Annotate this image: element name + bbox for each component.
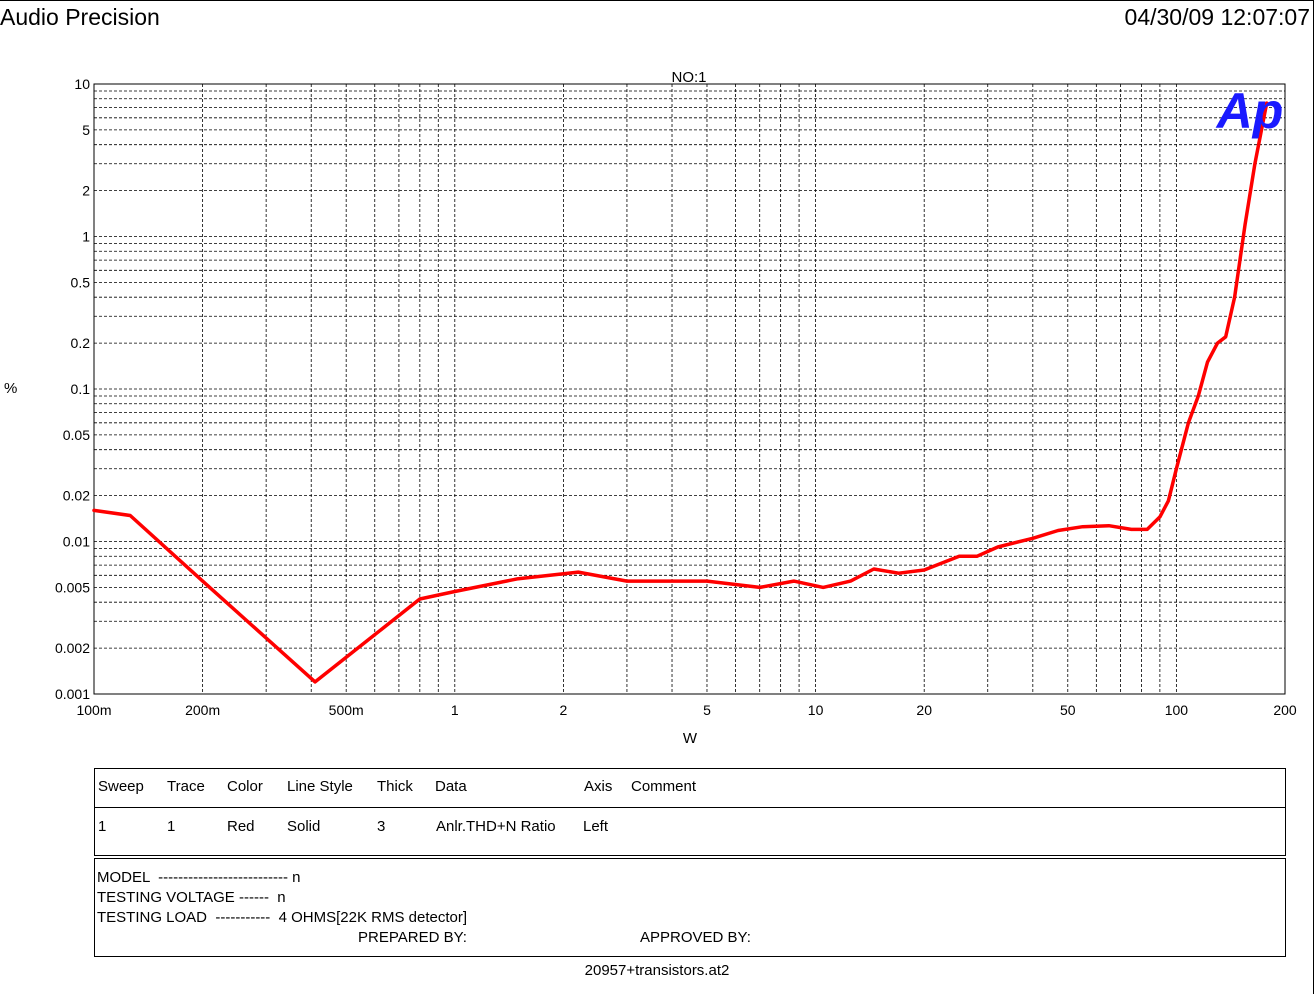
x-tick-label: 1: [451, 702, 459, 718]
legend-header-axis: Axis: [584, 778, 613, 795]
info-model: MODEL -------------------------- n: [97, 869, 301, 886]
legend-header-color: Color: [227, 778, 263, 795]
ap-logo-icon: Ap: [1215, 83, 1284, 139]
trace-legend-table: Sweep Trace Color Line Style Thick Data …: [94, 768, 1286, 856]
legend-axis: Left: [583, 818, 609, 835]
y-tick-label: 5: [82, 122, 90, 138]
legend-thick: 3: [377, 818, 386, 835]
info-testing-load: TESTING LOAD ----------- 4 OHMS[22K RMS …: [97, 909, 468, 926]
chart-grid: [94, 84, 1285, 694]
x-tick-labels: 100m 200m 500m 1 2 5 10 20 50 100 200: [76, 702, 1296, 718]
legend-header-thick: Thick: [377, 778, 413, 795]
y-tick-label: 0.1: [71, 381, 91, 397]
legend-header-comment: Comment: [631, 778, 697, 795]
legend-header-trace: Trace: [167, 778, 205, 795]
y-tick-label: 0.005: [55, 579, 90, 595]
info-testing-voltage: TESTING VOLTAGE ------ n: [97, 889, 286, 906]
x-tick-label: 100: [1165, 702, 1189, 718]
chart-title: NO:1: [671, 69, 706, 86]
y-tick-label: 0.2: [71, 335, 91, 351]
x-tick-label: 50: [1060, 702, 1076, 718]
x-axis-label: W: [683, 730, 698, 747]
legend-color: Red: [227, 818, 255, 835]
legend-sweep: 1: [98, 818, 107, 835]
legend-trace: 1: [167, 818, 176, 835]
x-tick-label: 20: [916, 702, 932, 718]
y-tick-label: 0.02: [63, 488, 90, 504]
y-tick-label: 0.002: [55, 640, 90, 656]
y-tick-label: 0.01: [63, 534, 90, 550]
y-axis-label: %: [4, 380, 17, 397]
y-tick-label: 0.5: [71, 274, 91, 290]
x-tick-label: 5: [703, 702, 711, 718]
x-tick-label: 100m: [76, 702, 111, 718]
y-tick-label: 0.05: [63, 427, 90, 443]
timestamp: 04/30/09 12:07:07: [1124, 4, 1310, 30]
x-tick-label: 500m: [329, 702, 364, 718]
plot-frame: [93, 83, 1286, 695]
thd-series-line: [92, 101, 1269, 684]
file-name: 20957+transistors.at2: [584, 962, 730, 979]
legend-header-line-style: Line Style: [287, 778, 353, 795]
info-approved-by: APPROVED BY:: [640, 929, 751, 946]
legend-header-data: Data: [435, 778, 467, 795]
info-prepared-by: PREPARED BY:: [358, 929, 467, 946]
thd-chart: NO:1 % W 10 5 2 1 0.5 0.2 0.1 0.05 0.02 0.01 0.005…: [4, 69, 1297, 747]
y-tick-label: 10: [74, 76, 90, 92]
x-tick-label: 200: [1273, 702, 1297, 718]
y-tick-label: 1: [82, 229, 90, 245]
app-title: Audio Precision: [0, 4, 160, 30]
legend-data: Anlr.THD+N Ratio: [436, 818, 556, 835]
x-tick-label: 200m: [185, 702, 220, 718]
x-tick-label: 10: [808, 702, 824, 718]
legend-line-style: Solid: [287, 818, 321, 835]
series-group: [92, 101, 1269, 684]
test-info-box: MODEL -------------------------- n TESTI…: [94, 858, 1286, 957]
y-tick-label: 2: [82, 183, 90, 199]
legend-header-sweep: Sweep: [98, 778, 144, 795]
y-tick-labels: 10 5 2 1 0.5 0.2 0.1 0.05 0.02 0.01 0.005 0.002 0.00…: [55, 76, 90, 702]
x-tick-label: 2: [560, 702, 568, 718]
y-tick-label: 0.001: [55, 686, 90, 702]
